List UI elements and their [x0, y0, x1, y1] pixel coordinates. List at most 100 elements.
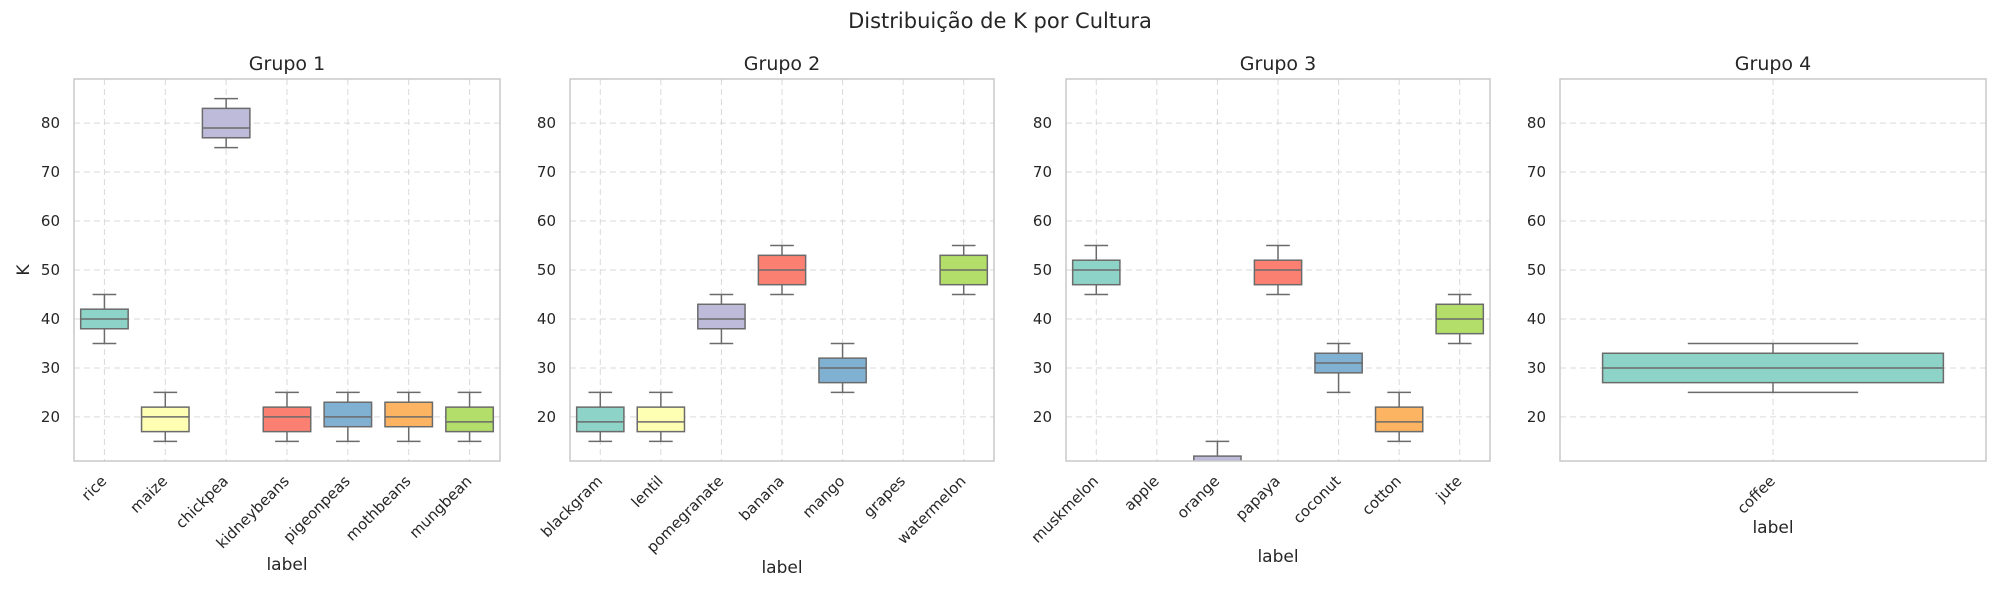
box-body: [384, 401, 434, 428]
box-muskmelon: [1071, 244, 1121, 296]
x-tick-label-coffee: coffee: [1733, 472, 1778, 517]
box-body: [697, 303, 746, 330]
axes-frame: [1559, 78, 1987, 462]
y-tick-label: 70: [1033, 163, 1052, 181]
subplot-title: Grupo 4: [1735, 53, 1811, 75]
y-tick-label: 80: [537, 114, 556, 132]
box-body: [201, 107, 251, 139]
x-tick-label-banana: banana: [735, 472, 787, 524]
boxes: [1071, 244, 1485, 461]
y-tick-label: 80: [41, 114, 60, 132]
box-body: [1253, 259, 1303, 286]
x-tick-label-mungbean: mungbean: [406, 472, 476, 542]
box-orange: [1193, 440, 1242, 461]
box-pigeonpeas: [323, 391, 373, 443]
x-tick-label-mothbeans: mothbeans: [342, 472, 415, 545]
x-axis-label: label: [1257, 547, 1298, 567]
box-blackgram: [575, 391, 625, 443]
y-tick-label: 40: [41, 310, 60, 328]
x-tick-label-mango: mango: [799, 472, 849, 522]
x-tick-label-rice: rice: [78, 472, 110, 504]
y-tick-label: 70: [41, 163, 60, 181]
box-cotton: [1374, 391, 1424, 443]
y-tick-label: 70: [537, 163, 556, 181]
panel-4: 20 30 40 50 60 70 80 coffee Grupo 4 label: [1527, 53, 1987, 538]
boxes: [575, 244, 989, 443]
y-tick-label: 60: [41, 212, 60, 230]
x-axis-label: label: [1752, 518, 1793, 538]
box-banana: [757, 244, 807, 296]
y-tick-label: 40: [1033, 310, 1052, 328]
box-papaya: [1253, 244, 1303, 296]
y-tick-label: 40: [1527, 310, 1546, 328]
figure-title: Distribuição de K por Cultura: [848, 9, 1152, 33]
x-tick-label-cotton: cotton: [1358, 472, 1405, 519]
y-tick-label: 70: [1527, 163, 1546, 181]
y-tick-label: 50: [1527, 261, 1546, 279]
box-kidneybeans: [262, 391, 312, 443]
x-tick-label-jute: jute: [1432, 472, 1466, 506]
box-body: [1193, 455, 1242, 461]
box-body: [818, 357, 867, 384]
x-tick-label-muskmelon: muskmelon: [1028, 472, 1102, 546]
y-tick-label: 80: [1033, 114, 1052, 132]
y-tick-label: 60: [1527, 212, 1546, 230]
box-body: [262, 406, 312, 433]
subplot-title: Grupo 2: [744, 53, 820, 75]
y-axis-label: K: [14, 264, 34, 276]
y-tick-label: 30: [41, 359, 60, 377]
y-tick-label: 40: [537, 310, 556, 328]
subplot-title: Grupo 1: [249, 53, 325, 75]
y-tick-label: 30: [1033, 359, 1052, 377]
x-axis-label: label: [761, 558, 802, 578]
box-rice: [79, 293, 129, 345]
axes-frame: [73, 78, 501, 462]
box-watermelon: [939, 244, 989, 296]
x-tick-label-orange: orange: [1173, 472, 1223, 522]
panel-3: 20 30 40 50 60 70 80 muskmelon apple orange papaya…: [1028, 53, 1491, 567]
box-body: [445, 406, 495, 433]
axes-frame: [569, 78, 995, 462]
x-tick-label-lentil: lentil: [628, 472, 667, 511]
x-tick-label-papaya: papaya: [1232, 472, 1284, 524]
box-pomegranate: [697, 293, 746, 345]
y-tick-label: 30: [1527, 359, 1546, 377]
x-tick-label-grapes: grapes: [860, 472, 909, 521]
box-body: [636, 406, 686, 433]
box-coconut: [1314, 342, 1363, 394]
subplot-title: Grupo 3: [1240, 53, 1316, 75]
box-mungbean: [445, 391, 495, 443]
box-mango: [818, 342, 867, 394]
y-tick-label: 50: [1033, 261, 1052, 279]
y-tick-label: 30: [537, 359, 556, 377]
y-tick-label: 20: [537, 408, 556, 426]
y-tick-label: 50: [41, 261, 60, 279]
x-tick-label-coconut: coconut: [1289, 472, 1344, 527]
y-tick-label: 20: [1527, 408, 1546, 426]
x-tick-label-blackgram: blackgram: [537, 472, 606, 541]
y-tick-label: 20: [41, 408, 60, 426]
y-tick-label: 60: [537, 212, 556, 230]
x-tick-label-chickpea: chickpea: [172, 472, 232, 532]
box-body: [1374, 406, 1424, 433]
boxes: [79, 97, 495, 443]
box-body: [323, 401, 373, 428]
x-tick-label-apple: apple: [1121, 472, 1163, 514]
y-tick-label: 80: [1527, 114, 1546, 132]
y-tick-label: 20: [1033, 408, 1052, 426]
box-jute: [1435, 293, 1485, 345]
box-body: [1071, 259, 1121, 286]
box-mothbeans: [384, 391, 434, 443]
box-chickpea: [201, 97, 251, 149]
box-lentil: [636, 391, 686, 443]
box-coffee: [1601, 342, 1945, 394]
boxes: [1601, 342, 1945, 394]
box-body: [140, 406, 190, 433]
x-tick-label-maize: maize: [127, 472, 172, 517]
box-maize: [140, 391, 190, 443]
box-body: [575, 406, 625, 433]
x-axis-label: label: [266, 555, 307, 575]
